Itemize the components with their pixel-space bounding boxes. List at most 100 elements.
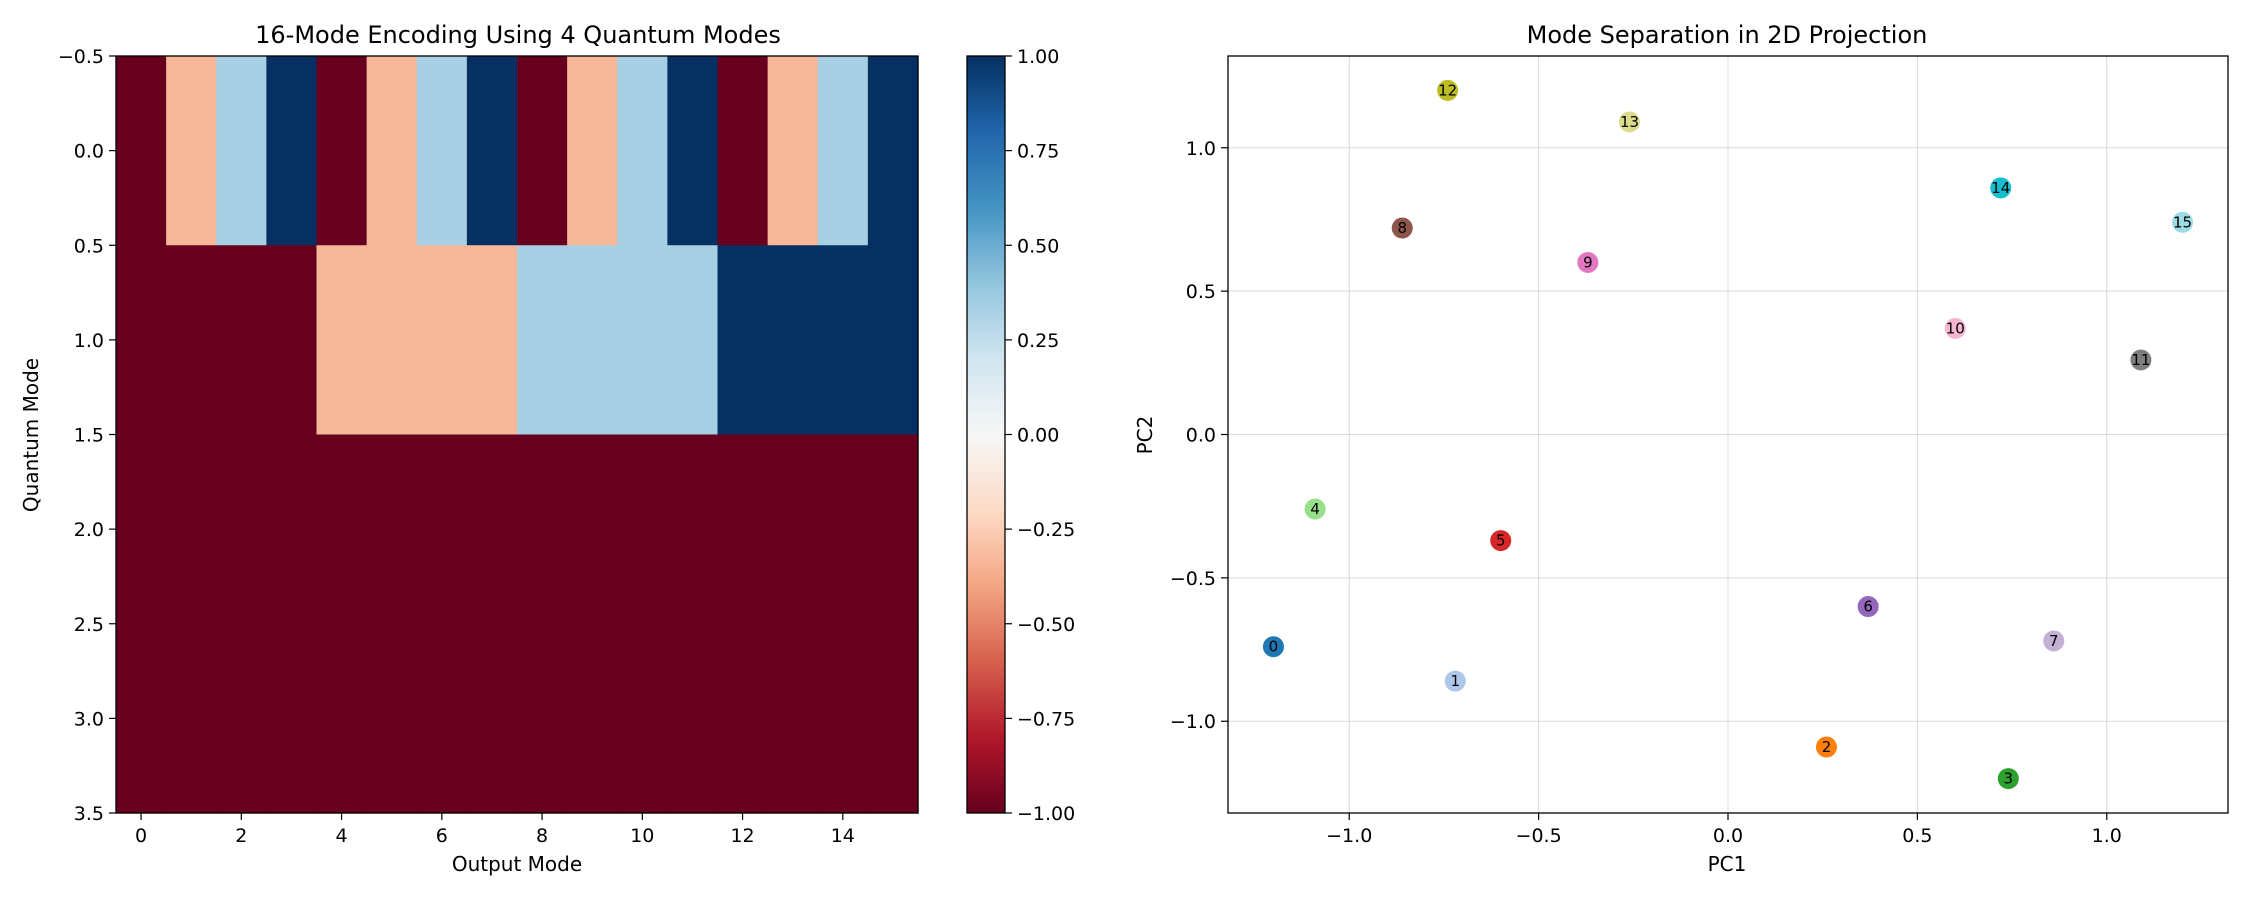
scatter-x-ticks: −1.0 −0.5 0.0 0.5 1.0 <box>1326 813 2122 847</box>
heatmap-cell <box>116 623 167 814</box>
scatter-point-8 <box>1390 216 1414 240</box>
heatmap-cell <box>366 434 418 625</box>
heatmap-x-tick-label: 2 <box>235 825 247 847</box>
heatmap-cell <box>366 245 418 436</box>
heatmap-x-tick-label: 12 <box>730 825 754 847</box>
heatmap-x-tick-label: 14 <box>831 825 855 847</box>
heatmap-y-tick-label: 3.5 <box>74 803 104 825</box>
heatmap-cell <box>817 623 869 814</box>
heatmap-cell <box>667 434 719 625</box>
heatmap-cell <box>216 56 267 246</box>
colorbar-tick-label: −0.50 <box>1017 614 1075 636</box>
heatmap-cell <box>316 56 368 246</box>
scatter-point-label: 5 <box>1496 532 1506 550</box>
heatmap-cell <box>466 245 518 436</box>
heatmap-panel: 16-Mode Encoding Using 4 Quantum Modes 0… <box>19 21 919 876</box>
heatmap-cell <box>266 56 318 246</box>
heatmap-xlabel: Output Mode <box>452 852 582 876</box>
scatter-point-label: 13 <box>1620 113 1639 131</box>
heatmap-cell <box>867 623 919 814</box>
heatmap-y-tick-label: −0.5 <box>58 46 104 68</box>
colorbar-tick-label: 1.00 <box>1017 46 1059 68</box>
heatmap-cell <box>717 56 769 246</box>
heatmap-y-tick-label: 2.0 <box>74 519 104 541</box>
heatmap-cells <box>116 56 919 814</box>
colorbar-tick-label: 0.75 <box>1017 141 1059 163</box>
colorbar-tick-label: −1.00 <box>1017 803 1075 825</box>
colorbar: 1.00 0.75 0.50 0.25 0.00 −0.25 −0.50 −0.75 −1.00 <box>966 46 1075 825</box>
heatmap-cell <box>166 56 217 246</box>
scatter-point-0 <box>1261 635 1285 659</box>
scatter-point-5 <box>1489 529 1513 553</box>
heatmap-cell <box>316 245 368 436</box>
scatter-point-13 <box>1618 110 1642 134</box>
scatter-y-tick-label: 1.0 <box>1186 138 1216 160</box>
scatter-x-tick-label: 1.0 <box>2092 825 2122 847</box>
heatmap-cell <box>416 434 468 625</box>
heatmap-x-tick-label: 4 <box>336 825 348 847</box>
colorbar-tick-label: 0.25 <box>1017 330 1059 352</box>
scatter-y-tick-label: −1.0 <box>1170 711 1216 733</box>
colorbar-tick-label: 0.00 <box>1017 425 1059 447</box>
heatmap-cell <box>166 245 217 436</box>
heatmap-title: 16-Mode Encoding Using 4 Quantum Modes <box>255 21 781 49</box>
heatmap-cell <box>767 434 819 625</box>
heatmap-cell <box>767 623 819 814</box>
heatmap-cell <box>316 623 368 814</box>
heatmap-cell <box>216 434 267 625</box>
heatmap-cell <box>416 245 468 436</box>
heatmap-cell <box>266 434 318 625</box>
heatmap-cell <box>466 56 518 246</box>
scatter-point-10 <box>1943 316 1967 340</box>
scatter-point-12 <box>1436 78 1460 102</box>
scatter-point-label: 14 <box>1991 179 2010 197</box>
scatter-point-2 <box>1814 735 1838 759</box>
scatter-point-6 <box>1856 595 1880 619</box>
heatmap-cell <box>466 623 518 814</box>
heatmap-cell <box>266 245 318 436</box>
heatmap-y-tick-label: 0.5 <box>74 235 104 257</box>
heatmap-x-ticks: 0 2 4 6 8 10 12 14 <box>135 813 855 847</box>
heatmap-cell <box>617 56 668 246</box>
scatter-point-label: 15 <box>2173 213 2192 231</box>
heatmap-cell <box>216 623 267 814</box>
heatmap-cell <box>517 623 568 814</box>
heatmap-x-tick-label: 0 <box>135 825 147 847</box>
heatmap-cell <box>617 434 668 625</box>
heatmap-cell <box>867 56 919 246</box>
scatter-point-3 <box>1996 767 2020 791</box>
scatter-point-label: 12 <box>1438 81 1457 99</box>
heatmap-cell <box>567 623 618 814</box>
scatter-point-1 <box>1443 669 1467 693</box>
heatmap-ylabel: Quantum Mode <box>19 358 43 512</box>
scatter-point-label: 9 <box>1583 253 1593 271</box>
scatter-point-4 <box>1303 497 1327 521</box>
heatmap-cell <box>366 623 418 814</box>
scatter-x-tick-label: −0.5 <box>1516 825 1562 847</box>
heatmap-y-tick-label: 2.5 <box>74 614 104 636</box>
scatter-point-7 <box>2042 629 2066 653</box>
heatmap-cell <box>617 623 668 814</box>
heatmap-cell <box>767 56 819 246</box>
scatter-y-ticks: 1.0 0.5 0.0 −0.5 −1.0 <box>1170 138 1228 733</box>
heatmap-y-tick-label: 3.0 <box>74 708 104 730</box>
scatter-ylabel: PC2 <box>1133 416 1157 455</box>
heatmap-cell <box>517 56 568 246</box>
heatmap-y-tick-label: 1.0 <box>74 330 104 352</box>
scatter-point-label: 1 <box>1450 672 1460 690</box>
scatter-grid <box>1228 56 2228 813</box>
heatmap-cell <box>366 56 418 246</box>
heatmap-cell <box>517 434 568 625</box>
scatter-point-15 <box>2171 210 2195 234</box>
scatter-x-tick-label: 0.5 <box>1902 825 1932 847</box>
scatter-point-label: 10 <box>1946 319 1965 337</box>
scatter-point-label: 4 <box>1310 500 1320 518</box>
heatmap-cell <box>717 434 769 625</box>
scatter-point-label: 8 <box>1397 219 1407 237</box>
heatmap-x-tick-label: 10 <box>630 825 654 847</box>
heatmap-cell <box>517 245 568 436</box>
heatmap-y-tick-label: 0.0 <box>74 141 104 163</box>
heatmap-cell <box>166 623 217 814</box>
heatmap-cell <box>667 245 719 436</box>
